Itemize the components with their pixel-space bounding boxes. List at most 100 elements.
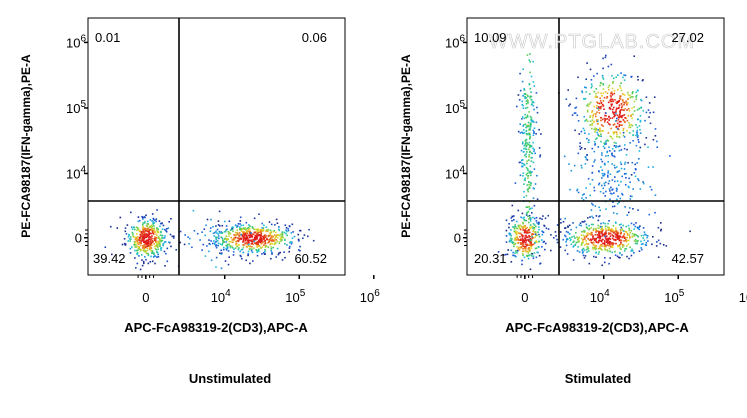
event-dot [630,250,632,252]
event-dot [129,236,132,238]
event-dot [258,230,260,232]
event-dot [528,128,530,131]
event-dot [148,245,151,247]
event-dot [593,75,595,77]
event-dot [562,238,565,241]
event-dot [225,244,227,247]
event-dot [522,235,524,238]
event-dot [528,221,530,224]
event-dot [585,91,588,93]
event-dot [582,238,584,241]
event-dot [584,156,587,158]
event-dot [157,237,160,240]
event-dot [554,231,557,233]
event-dot [270,238,272,240]
event-dot [530,152,533,154]
event-dot [575,226,578,229]
event-dot [632,188,634,190]
event-dot [241,228,244,230]
event-dot [585,226,588,228]
event-dot [603,174,605,177]
event-dot [624,144,626,146]
event-dot [522,229,524,231]
event-dot [155,245,157,247]
event-dot [524,246,527,248]
event-dot [243,234,246,237]
event-dot [594,159,596,161]
event-dot [138,230,141,232]
event-dot [202,243,205,246]
event-dot [640,234,643,237]
event-dot [616,203,619,205]
event-dot [242,237,245,239]
event-dot [576,236,578,238]
event-dot [532,104,534,107]
event-dot [619,87,622,89]
event-dot [602,233,604,235]
event-dot [611,193,613,195]
event-dot [261,235,264,238]
event-dot [222,239,224,241]
event-dot [526,101,529,103]
event-dot [260,229,263,231]
event-dot [521,239,523,241]
event-dot [527,252,530,254]
event-dot [153,252,155,254]
event-dot [193,230,196,232]
event-dot [630,75,633,78]
event-dot [513,245,515,248]
event-dot [136,252,138,255]
event-dot [248,234,250,237]
event-dot [627,91,629,94]
event-dot [602,238,604,241]
event-dot [527,95,529,98]
event-dot [639,128,641,131]
event-dot [127,240,129,242]
event-dot [598,240,600,243]
event-dot [155,218,158,220]
event-dot [143,237,145,239]
event-dot [542,215,544,217]
event-dot [641,248,643,251]
event-dot [121,243,124,246]
event-dot [271,253,273,255]
event-dot [615,112,617,115]
event-dot [272,240,275,242]
event-dot [516,246,518,248]
event-dot [281,232,284,235]
event-dot [523,216,525,219]
event-dot [141,264,144,267]
event-dot [623,101,626,104]
event-dot [277,253,280,256]
event-dot [580,130,583,133]
event-dot [220,236,223,238]
event-dot [610,127,612,130]
event-dot [587,141,590,144]
event-dot [622,224,624,227]
event-dot [149,226,151,228]
event-dot [541,239,543,241]
event-dot [533,227,536,229]
event-dot [243,228,246,231]
event-dot [145,236,147,239]
event-dot [232,230,234,233]
event-dot [619,109,622,111]
event-dot [623,240,625,242]
event-dot [134,249,136,252]
event-dot [147,239,149,241]
event-dot [140,242,142,244]
event-dot [626,232,629,235]
event-dot [660,222,662,224]
event-dot [267,228,270,231]
event-dot [119,216,122,219]
event-dot [660,229,662,232]
event-dot [547,214,550,217]
event-dot [249,231,251,233]
event-dot [604,114,606,117]
event-dot [582,234,585,237]
event-dot [585,119,588,121]
event-dot [591,179,594,181]
event-dot [524,179,526,182]
event-dot [526,184,529,186]
event-dot [154,255,156,257]
